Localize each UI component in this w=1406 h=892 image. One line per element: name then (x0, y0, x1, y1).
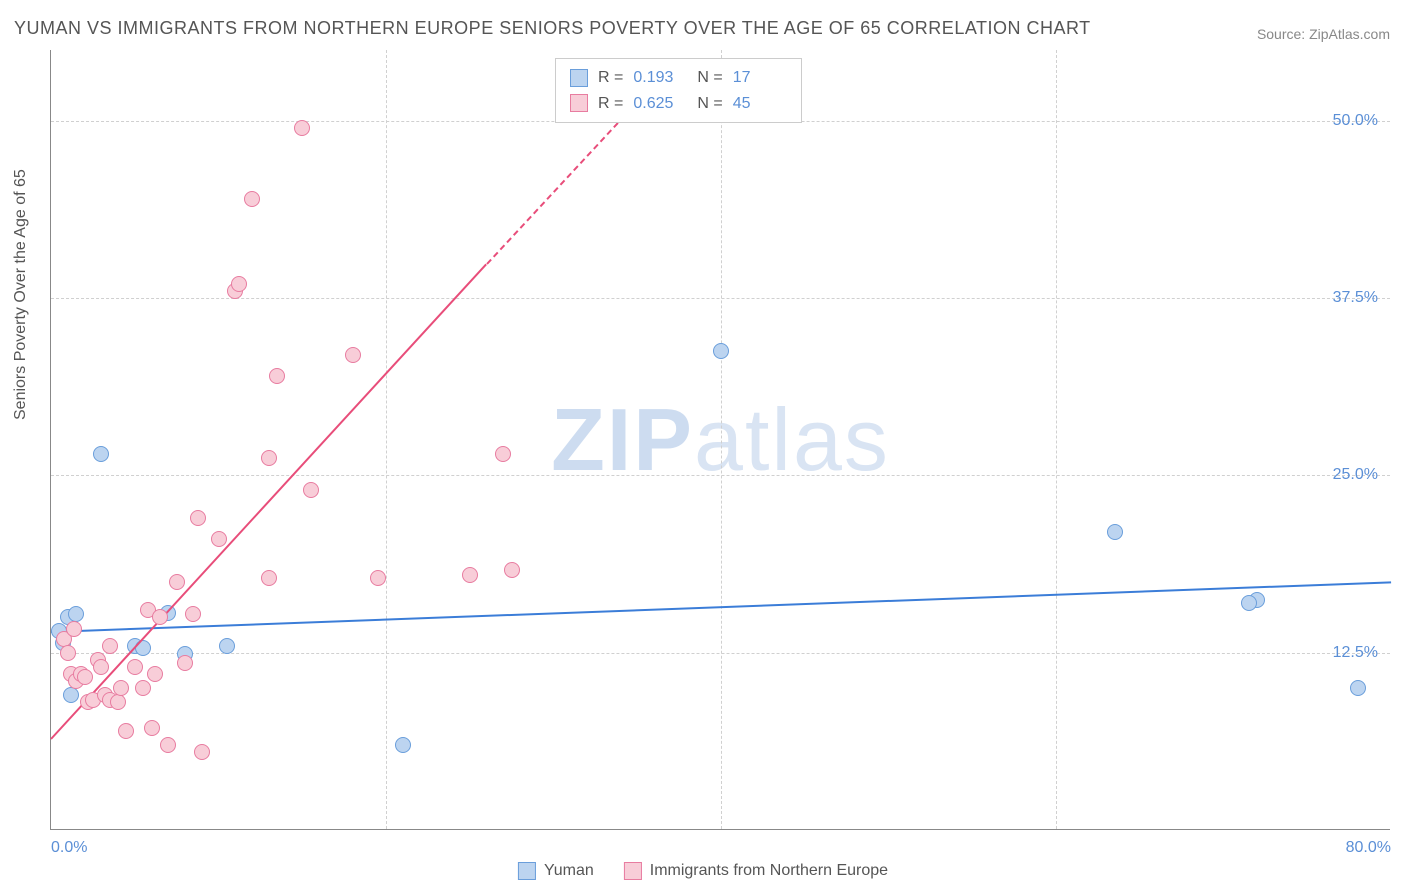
stats-row-1: R = 0.193 N = 17 (570, 65, 787, 91)
data-point (60, 645, 76, 661)
data-point (294, 120, 310, 136)
data-point (504, 562, 520, 578)
data-point (135, 680, 151, 696)
data-point (261, 570, 277, 586)
y-tick-label: 37.5% (1333, 289, 1378, 307)
y-tick-label: 25.0% (1333, 466, 1378, 484)
data-point (118, 723, 134, 739)
data-point (462, 567, 478, 583)
data-point (261, 450, 277, 466)
data-point (177, 655, 193, 671)
swatch-series-2 (570, 94, 588, 112)
data-point (395, 737, 411, 753)
data-point (303, 482, 319, 498)
data-point (1107, 524, 1123, 540)
data-point (269, 368, 285, 384)
legend-swatch-2 (624, 862, 642, 880)
legend-label-2: Immigrants from Northern Europe (650, 862, 888, 880)
data-point (190, 510, 206, 526)
data-point (66, 621, 82, 637)
legend-swatch-1 (518, 862, 536, 880)
source-credit: Source: ZipAtlas.com (1257, 26, 1390, 42)
gridline-v (721, 50, 722, 829)
trend-line (50, 263, 487, 739)
data-point (144, 720, 160, 736)
gridline-v (1056, 50, 1057, 829)
data-point (1241, 595, 1257, 611)
data-point (495, 446, 511, 462)
data-point (1350, 680, 1366, 696)
stats-legend: R = 0.193 N = 17 R = 0.625 N = 45 (555, 58, 802, 123)
data-point (93, 446, 109, 462)
data-point (147, 666, 163, 682)
data-point (194, 744, 210, 760)
x-tick-label: 80.0% (1346, 839, 1391, 857)
data-point (370, 570, 386, 586)
bottom-legend: Yuman Immigrants from Northern Europe (518, 862, 888, 880)
data-point (152, 609, 168, 625)
data-point (169, 574, 185, 590)
data-point (127, 659, 143, 675)
legend-item-2: Immigrants from Northern Europe (624, 862, 888, 880)
n-value-1: 17 (733, 65, 787, 91)
data-point (102, 638, 118, 654)
data-point (93, 659, 109, 675)
r-label-2: R = (598, 91, 623, 117)
r-value-1: 0.193 (633, 65, 687, 91)
data-point (211, 531, 227, 547)
watermark-rest: atlas (694, 390, 890, 489)
watermark-bold: ZIP (551, 390, 694, 489)
data-point (63, 687, 79, 703)
swatch-series-1 (570, 69, 588, 87)
data-point (219, 638, 235, 654)
stats-row-2: R = 0.625 N = 45 (570, 91, 787, 117)
data-point (345, 347, 361, 363)
y-tick-label: 12.5% (1333, 644, 1378, 662)
y-axis-title: Seniors Poverty Over the Age of 65 (12, 169, 30, 420)
data-point (77, 669, 93, 685)
x-tick-label: 0.0% (51, 839, 87, 857)
n-label-2: N = (697, 91, 722, 117)
data-point (244, 191, 260, 207)
data-point (231, 276, 247, 292)
data-point (713, 343, 729, 359)
n-value-2: 45 (733, 91, 787, 117)
plot-area: ZIPatlas 12.5%25.0%37.5%50.0%0.0%80.0% (50, 50, 1390, 830)
gridline-v (386, 50, 387, 829)
r-value-2: 0.625 (633, 91, 687, 117)
n-label-1: N = (697, 65, 722, 91)
y-tick-label: 50.0% (1333, 112, 1378, 130)
chart-title: YUMAN VS IMMIGRANTS FROM NORTHERN EUROPE… (14, 18, 1091, 39)
data-point (160, 737, 176, 753)
r-label-1: R = (598, 65, 623, 91)
legend-label-1: Yuman (544, 862, 594, 880)
data-point (113, 680, 129, 696)
legend-item-1: Yuman (518, 862, 594, 880)
data-point (110, 694, 126, 710)
data-point (185, 606, 201, 622)
